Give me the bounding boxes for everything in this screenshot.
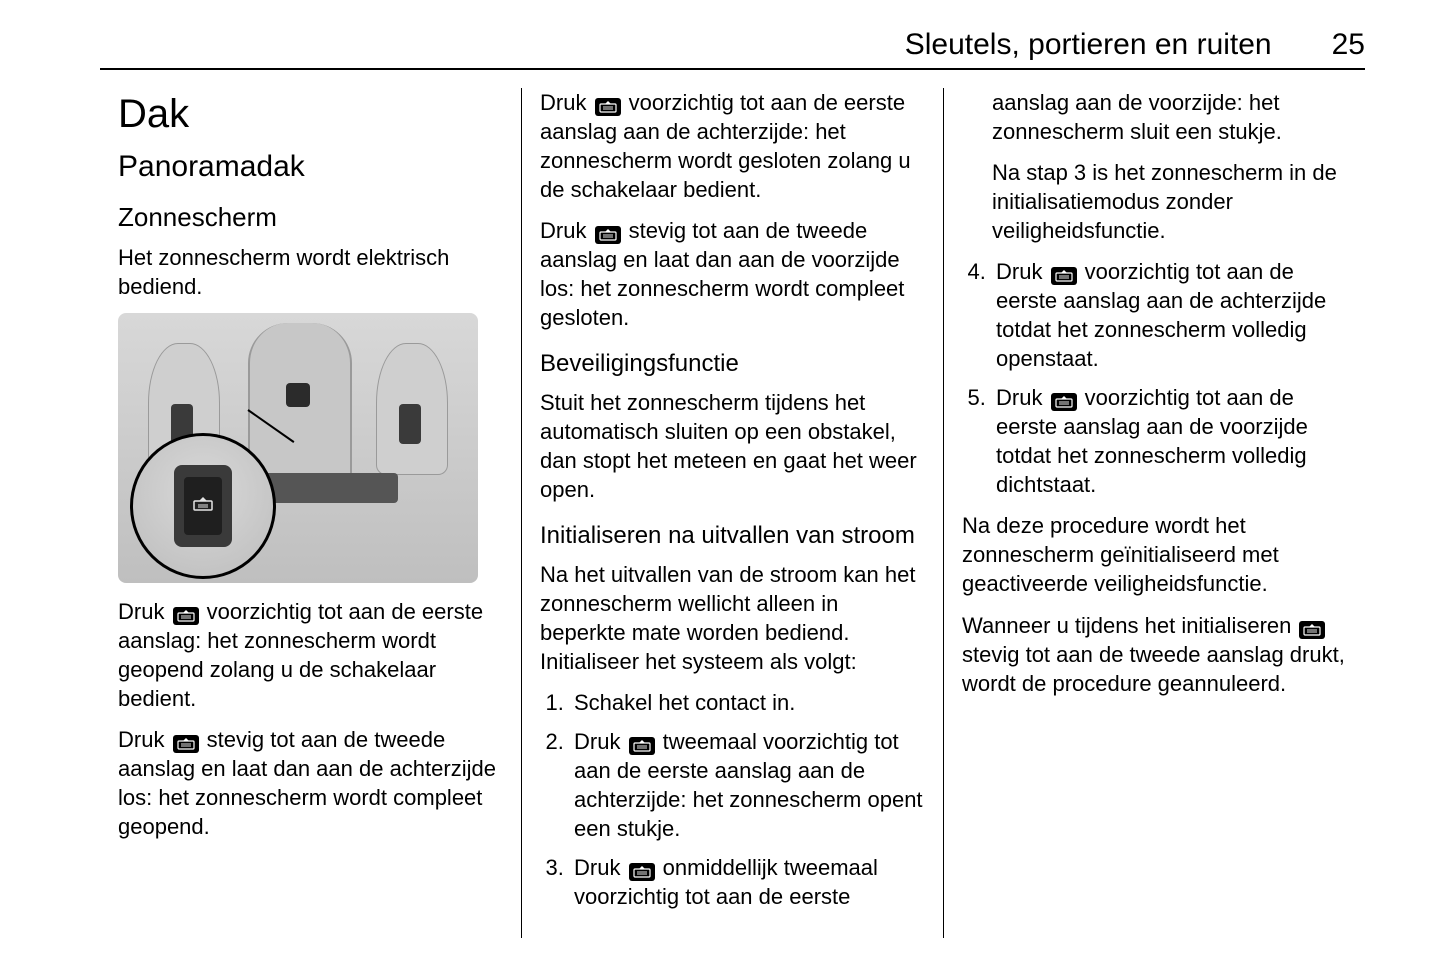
column-2: Druk voorzichtig tot aan de eerste aansl… bbox=[521, 88, 943, 938]
text-run: Schakel het contact in. bbox=[574, 690, 795, 715]
text-run: Druk bbox=[118, 727, 171, 752]
text-run: Druk bbox=[118, 599, 171, 624]
list-item: Schakel het contact in. bbox=[570, 688, 925, 717]
text-run: Druk bbox=[540, 218, 593, 243]
figure-shape bbox=[286, 383, 310, 407]
sunroof-switch-icon bbox=[629, 737, 655, 755]
section-heading: Dak bbox=[118, 88, 503, 141]
sunroof-switch-icon bbox=[595, 98, 621, 116]
sunroof-switch-icon bbox=[173, 607, 199, 625]
body-text: Druk voorzichtig tot aan de eerste aansl… bbox=[118, 597, 503, 713]
body-text: Na stap 3 is het zonnescherm in de initi… bbox=[992, 158, 1347, 245]
body-text: Wanneer u tijdens het initialiseren stev… bbox=[962, 611, 1347, 698]
text-run: Wanneer u tijdens het initialiseren bbox=[962, 613, 1297, 638]
page-number: 25 bbox=[1332, 28, 1365, 62]
list-continuation: aanslag aan de voorzijde: het zonnescher… bbox=[992, 88, 1347, 146]
body-text: Na deze procedure wordt het zonnescherm … bbox=[962, 511, 1347, 598]
text-run: stevig tot aan de tweede aanslag drukt, … bbox=[962, 642, 1345, 696]
columns-container: Dak Panoramadak Zonnescherm Het zonnesch… bbox=[100, 88, 1365, 938]
chapter-title: Sleutels, portieren en ruiten bbox=[905, 28, 1272, 62]
body-text: Druk stevig tot aan de tweede aanslag en… bbox=[118, 725, 503, 841]
page-header: Sleutels, portieren en ruiten 25 bbox=[100, 28, 1365, 70]
sunroof-switch-icon bbox=[629, 863, 655, 881]
sub4-heading: Initialiseren na uitvallen van stroom bbox=[540, 520, 925, 552]
column-1: Dak Panoramadak Zonnescherm Het zonnesch… bbox=[100, 88, 521, 938]
body-text: Na het uitvallen van de stroom kan het z… bbox=[540, 560, 925, 676]
overhead-console-figure bbox=[118, 313, 478, 583]
sunroof-switch-icon bbox=[1051, 267, 1077, 285]
body-text: Druk stevig tot aan de tweede aanslag en… bbox=[540, 216, 925, 332]
figure-switch bbox=[174, 465, 232, 547]
sunroof-switch-icon bbox=[595, 226, 621, 244]
procedure-list: Schakel het contact in. Druk tweemaal vo… bbox=[540, 688, 925, 911]
sub3-heading: Zonnescherm bbox=[118, 200, 503, 234]
figure-callout bbox=[130, 433, 276, 579]
body-text: Druk voorzichtig tot aan de eerste aansl… bbox=[540, 88, 925, 204]
body-text: Het zonnescherm wordt elektrisch bediend… bbox=[118, 243, 503, 301]
procedure-list-continued: Druk voorzichtig tot aan de eerste aansl… bbox=[962, 257, 1347, 499]
sunroof-switch-icon bbox=[173, 735, 199, 753]
sunroof-switch-icon bbox=[193, 494, 213, 518]
text-run: Druk bbox=[540, 90, 593, 115]
text-run: Druk bbox=[574, 855, 627, 880]
column-3: aanslag aan de voorzijde: het zonnescher… bbox=[943, 88, 1365, 938]
list-item: Druk voorzichtig tot aan de eerste aansl… bbox=[992, 383, 1347, 499]
figure-switch-face bbox=[184, 477, 222, 535]
sub4-heading: Beveiligingsfunctie bbox=[540, 348, 925, 380]
text-run: Druk bbox=[996, 385, 1049, 410]
text-run: Druk bbox=[996, 259, 1049, 284]
body-text: Stuit het zonnescherm tijdens het automa… bbox=[540, 388, 925, 504]
list-item: Druk onmiddellijk tweemaal voorzichtig t… bbox=[570, 853, 925, 911]
sunroof-switch-icon bbox=[1051, 393, 1077, 411]
subsection-heading: Panoramadak bbox=[118, 147, 503, 187]
list-item: Druk voorzichtig tot aan de eerste aansl… bbox=[992, 257, 1347, 373]
sunroof-switch-icon bbox=[1299, 621, 1325, 639]
text-run: Druk bbox=[574, 729, 627, 754]
manual-page: Sleutels, portieren en ruiten 25 Dak Pan… bbox=[0, 0, 1445, 966]
figure-shape bbox=[376, 343, 448, 475]
list-item: Druk tweemaal voorzichtig tot aan de eer… bbox=[570, 727, 925, 843]
